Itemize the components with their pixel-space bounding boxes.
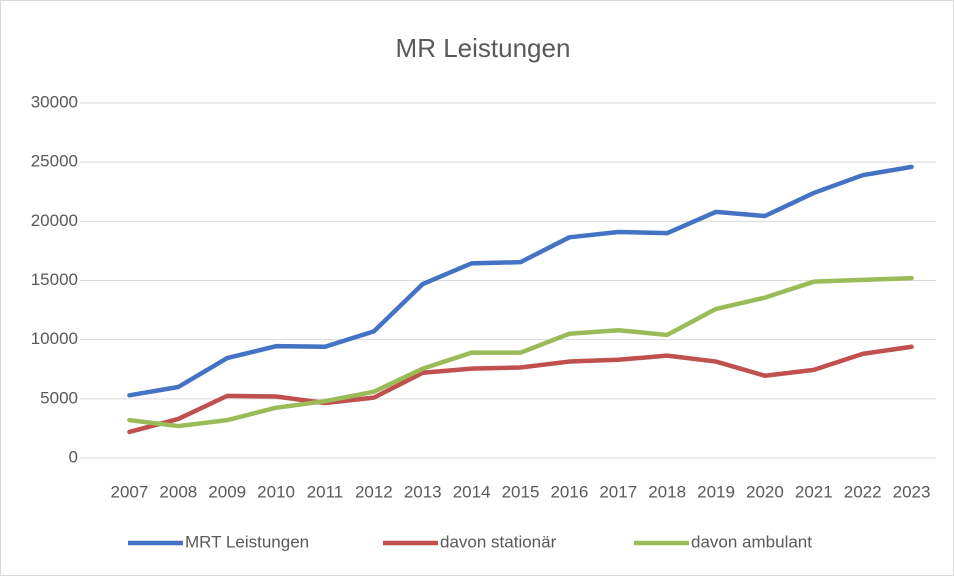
x-tick-label: 2018 — [648, 482, 686, 501]
x-tick-label: 2017 — [599, 482, 637, 501]
y-tick-label: 15000 — [31, 270, 78, 289]
x-tick-label: 2010 — [257, 482, 295, 501]
legend-label: davon stationär — [440, 532, 557, 551]
y-tick-label: 5000 — [40, 388, 78, 407]
series-line — [127, 275, 914, 429]
chart-title: MR Leistungen — [396, 33, 571, 63]
x-tick-label: 2009 — [208, 482, 246, 501]
y-tick-label: 20000 — [31, 211, 78, 230]
y-tick-label: 0 — [69, 447, 78, 466]
x-tick-label: 2016 — [550, 482, 588, 501]
legend-label: MRT Leistungen — [185, 532, 309, 551]
x-tick-label: 2007 — [111, 482, 149, 501]
y-tick-label: 25000 — [31, 152, 78, 171]
x-tick-label: 2008 — [159, 482, 197, 501]
x-tick-label: 2015 — [502, 482, 540, 501]
x-tick-label: 2021 — [795, 482, 833, 501]
y-tick-label: 30000 — [31, 92, 78, 111]
x-tick-label: 2011 — [307, 482, 344, 501]
x-tick-label: 2013 — [404, 482, 442, 501]
x-tick-label: 2022 — [844, 482, 882, 501]
legend-label: davon ambulant — [691, 532, 812, 551]
series-line — [127, 344, 914, 435]
x-tick-label: 2014 — [453, 482, 491, 501]
x-tick-label: 2020 — [746, 482, 784, 501]
x-tick-label: 2019 — [697, 482, 735, 501]
x-tick-label: 2023 — [893, 482, 931, 501]
x-tick-label: 2012 — [355, 482, 393, 501]
series-line — [127, 164, 914, 398]
y-tick-label: 10000 — [31, 329, 78, 348]
